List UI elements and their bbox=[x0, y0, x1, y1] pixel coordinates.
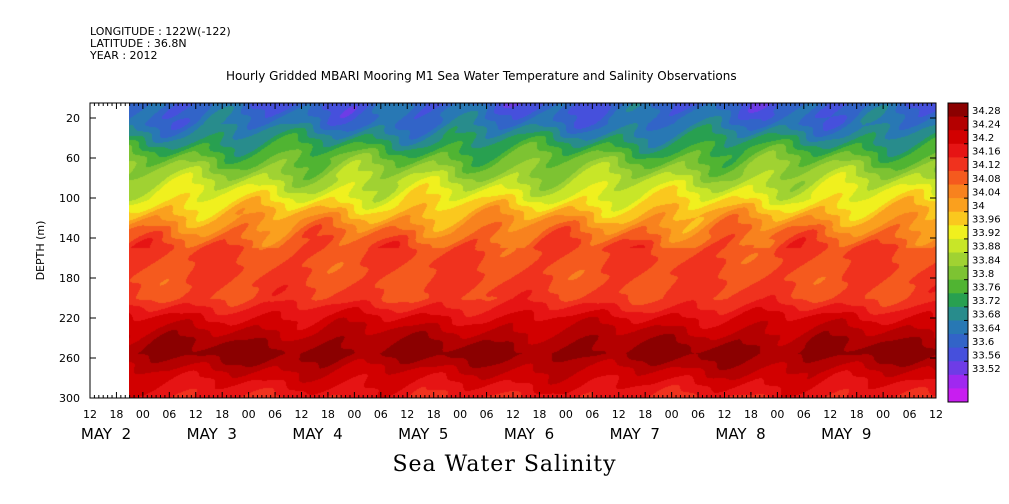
colorbar-label: 34.2 bbox=[972, 133, 994, 144]
colorbar-label: 34.12 bbox=[972, 160, 1001, 171]
colorbar-band bbox=[948, 293, 968, 308]
x-date-label: MAY 5 bbox=[398, 425, 448, 443]
colorbar-band bbox=[948, 266, 968, 281]
colorbar-band bbox=[948, 306, 968, 321]
y-tick-label: 180 bbox=[59, 272, 80, 285]
colorbar-label: 33.84 bbox=[972, 255, 1001, 266]
x-hour-label: 00 bbox=[347, 408, 361, 421]
x-hour-label: 18 bbox=[427, 408, 441, 421]
colorbar-band bbox=[948, 184, 968, 199]
x-hour-label: 06 bbox=[797, 408, 811, 421]
colorbar-band bbox=[948, 238, 968, 253]
x-hour-label: 06 bbox=[691, 408, 705, 421]
variable-title: Sea Water Salinity bbox=[392, 452, 617, 477]
colorbar-band bbox=[948, 130, 968, 145]
colorbar-label: 33.6 bbox=[972, 337, 994, 348]
colorbar-band bbox=[948, 388, 968, 403]
colorbar-band bbox=[948, 252, 968, 267]
x-date-label: MAY 4 bbox=[292, 425, 342, 443]
x-hour-label: 18 bbox=[532, 408, 546, 421]
colorbar-band bbox=[948, 211, 968, 226]
x-date-label: MAY 6 bbox=[504, 425, 554, 443]
latitude-label: LATITUDE : 36.8N bbox=[90, 37, 187, 50]
colorbar-label: 34 bbox=[972, 201, 985, 212]
x-hour-label: 00 bbox=[876, 408, 890, 421]
colorbar-band bbox=[948, 320, 968, 335]
x-hour-label: 18 bbox=[850, 408, 864, 421]
x-hour-label: 00 bbox=[453, 408, 467, 421]
colorbar-label: 33.72 bbox=[972, 296, 1001, 307]
x-hour-label: 06 bbox=[374, 408, 388, 421]
x-hour-label: 12 bbox=[295, 408, 309, 421]
x-date-label: MAY 3 bbox=[187, 425, 237, 443]
year-label: YEAR : 2012 bbox=[90, 49, 158, 62]
x-hour-label: 12 bbox=[83, 408, 97, 421]
x-hour-label: 12 bbox=[718, 408, 732, 421]
colorbar-band bbox=[948, 334, 968, 349]
salinity-field bbox=[129, 103, 936, 398]
x-hour-label: 06 bbox=[480, 408, 494, 421]
colorbar-label: 33.8 bbox=[972, 269, 994, 280]
x-hour-label: 00 bbox=[136, 408, 150, 421]
colorbar-label: 33.76 bbox=[972, 282, 1001, 293]
x-hour-label: 12 bbox=[506, 408, 520, 421]
x-hour-label: 18 bbox=[109, 408, 123, 421]
y-tick-label: 220 bbox=[59, 312, 80, 325]
x-hour-label: 06 bbox=[268, 408, 282, 421]
x-hour-label: 18 bbox=[744, 408, 758, 421]
salinity-chart: 20 60 100 140 180 220 260 300 DEPTH (m) 12 18 00 06 1… bbox=[34, 102, 1001, 443]
colorbar-label: 33.52 bbox=[972, 364, 1001, 375]
colorbar-label: 34.04 bbox=[972, 187, 1001, 198]
y-tick-label: 20 bbox=[66, 112, 80, 125]
longitude-label: LONGITUDE : 122W(-122) bbox=[90, 25, 231, 38]
colorbar-label: 33.88 bbox=[972, 242, 1001, 253]
y-tick-label: 100 bbox=[59, 192, 80, 205]
x-hour-label: 12 bbox=[929, 408, 943, 421]
colorbar-label: 34.28 bbox=[972, 106, 1001, 117]
colorbar-band bbox=[948, 361, 968, 376]
colorbar-band bbox=[948, 374, 968, 389]
x-hour-label: 12 bbox=[189, 408, 203, 421]
colorbar-label: 33.56 bbox=[972, 350, 1001, 361]
colorbar-band bbox=[948, 143, 968, 158]
colorbar-band bbox=[948, 279, 968, 294]
y-axis-label: DEPTH (m) bbox=[34, 221, 47, 281]
x-hour-label: 06 bbox=[162, 408, 176, 421]
x-date-label: MAY 8 bbox=[715, 425, 765, 443]
x-hour-label: 06 bbox=[903, 408, 917, 421]
y-tick-label: 140 bbox=[59, 232, 80, 245]
chart-title: Hourly Gridded MBARI Mooring M1 Sea Wate… bbox=[226, 69, 737, 83]
colorbar-label: 33.96 bbox=[972, 215, 1001, 226]
x-date-label: MAY 2 bbox=[81, 425, 131, 443]
y-tick-label: 60 bbox=[66, 152, 80, 165]
colorbar-band bbox=[948, 157, 968, 172]
x-hour-label: 12 bbox=[612, 408, 626, 421]
colorbar-band bbox=[948, 103, 968, 118]
colorbar-band bbox=[948, 225, 968, 240]
colorbar-band bbox=[948, 347, 968, 362]
colorbar-band bbox=[948, 116, 968, 131]
colorbar-label: 33.92 bbox=[972, 228, 1001, 239]
colorbar-label: 34.24 bbox=[972, 119, 1001, 130]
x-date-label: MAY 7 bbox=[610, 425, 660, 443]
colorbar-label: 34.16 bbox=[972, 147, 1001, 158]
colorbar-band bbox=[948, 198, 968, 213]
x-date-label: MAY 9 bbox=[821, 425, 871, 443]
x-hour-label: 00 bbox=[665, 408, 679, 421]
x-hour-label: 00 bbox=[242, 408, 256, 421]
x-hour-label: 12 bbox=[400, 408, 414, 421]
x-hour-label: 18 bbox=[638, 408, 652, 421]
x-hour-label: 12 bbox=[823, 408, 837, 421]
x-hour-label: 06 bbox=[585, 408, 599, 421]
colorbar-label: 34.08 bbox=[972, 174, 1001, 185]
x-hour-label: 18 bbox=[215, 408, 229, 421]
x-hour-label: 18 bbox=[321, 408, 335, 421]
x-hour-label: 00 bbox=[770, 408, 784, 421]
y-tick-label: 300 bbox=[59, 392, 80, 405]
colorbar-label: 33.64 bbox=[972, 323, 1001, 334]
x-hour-label: 00 bbox=[559, 408, 573, 421]
y-tick-label: 260 bbox=[59, 352, 80, 365]
colorbar-label: 33.68 bbox=[972, 310, 1001, 321]
colorbar-band bbox=[948, 170, 968, 186]
